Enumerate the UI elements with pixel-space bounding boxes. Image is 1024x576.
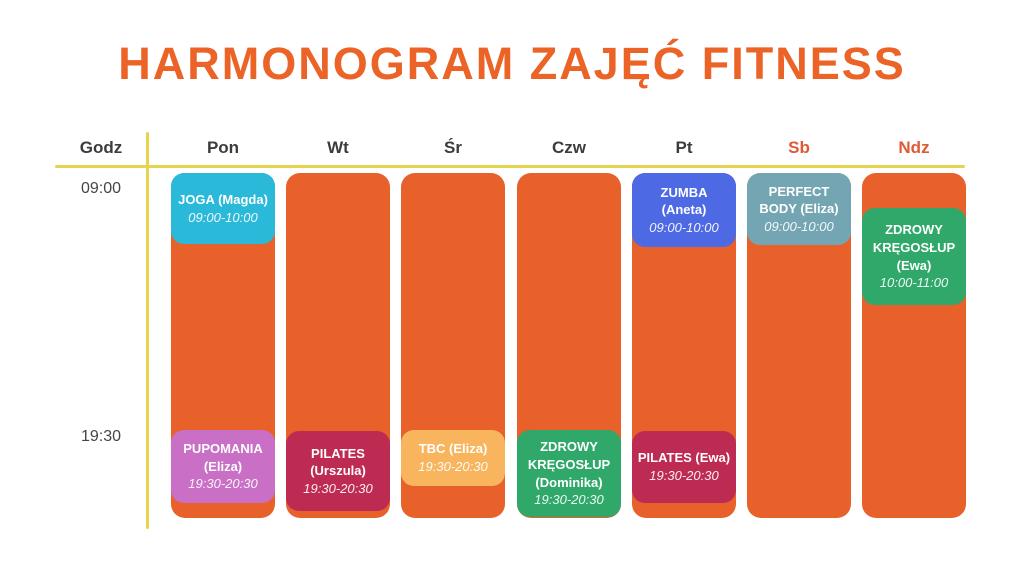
time-label-1930: 19:30 <box>80 428 122 445</box>
event-time: 09:00-10:00 <box>649 219 719 235</box>
header-pon: Pon <box>206 138 240 157</box>
event-title: PERFECT BODY (Eliza) <box>759 183 839 217</box>
event-card-pilates-ewa: PILATES (Ewa) 19:30-20:30 <box>632 431 736 503</box>
event-card-zumba: ZUMBA (Aneta) 09:00-10:00 <box>632 173 736 247</box>
event-time: 19:30-20:30 <box>188 476 258 492</box>
event-time: 19:30-20:30 <box>303 480 373 496</box>
event-title: PILATES (Urszula) <box>310 445 366 479</box>
header-godz: Godz <box>79 138 123 157</box>
event-card-tbc: TBC (Eliza) 19:30-20:30 <box>401 430 505 486</box>
event-card-zdrowy-kregoslup-ewa: ZDROWY KRĘGOSŁUP (Ewa) 10:00-11:00 <box>862 208 966 305</box>
event-card-zdrowy-kregoslup-dominika: ZDROWY KRĘGOSŁUP (Dominika) 19:30-20:30 <box>517 430 621 517</box>
event-time: 09:00-10:00 <box>764 218 834 234</box>
page-title: HARMONOGRAM ZAJĘĆ FITNESS <box>118 38 906 89</box>
event-time: 19:30-20:30 <box>534 492 604 508</box>
header-ndz: Ndz <box>898 138 930 157</box>
header-czw: Czw <box>552 138 586 157</box>
event-title: ZUMBA (Aneta) <box>660 184 708 218</box>
event-time: 19:30-20:30 <box>649 468 719 483</box>
event-time: 19:30-20:30 <box>418 459 488 474</box>
event-card-pilates-urszula: PILATES (Urszula) 19:30-20:30 <box>286 431 390 511</box>
header-sr: Śr <box>444 138 462 157</box>
event-card-pupomania: PUPOMANIA (Eliza) 19:30-20:30 <box>171 430 275 503</box>
time-column-divider-line <box>146 132 149 529</box>
event-title: JOGA (Magda) <box>178 191 268 207</box>
header-pt: Pt <box>675 138 693 157</box>
event-title: ZDROWY KRĘGOSŁUP (Ewa) <box>872 222 956 273</box>
event-card-perfect-body: PERFECT BODY (Eliza) 09:00-10:00 <box>747 173 851 245</box>
event-title: PUPOMANIA (Eliza) <box>183 441 263 474</box>
header-divider-line <box>55 165 965 168</box>
event-title: TBC (Eliza) <box>418 441 488 457</box>
event-time: 10:00-11:00 <box>879 275 949 291</box>
header-wt: Wt <box>327 138 349 157</box>
header-sb: Sb <box>788 138 810 157</box>
event-title: ZDROWY KRĘGOSŁUP (Dominika) <box>527 439 611 490</box>
event-card-joga: JOGA (Magda) 09:00-10:00 <box>171 173 275 244</box>
time-label-0900: 09:00 <box>80 180 122 197</box>
event-title: PILATES (Ewa) <box>637 450 731 466</box>
event-time: 09:00-10:00 <box>188 209 258 225</box>
